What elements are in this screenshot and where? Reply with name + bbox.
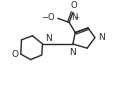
Text: +: +	[74, 15, 79, 20]
Text: N: N	[69, 48, 76, 57]
Text: O: O	[11, 50, 19, 59]
Text: N: N	[98, 33, 105, 42]
Text: N: N	[45, 34, 52, 43]
Text: −O: −O	[41, 13, 55, 22]
Text: N: N	[71, 13, 77, 22]
Text: O: O	[71, 2, 77, 10]
